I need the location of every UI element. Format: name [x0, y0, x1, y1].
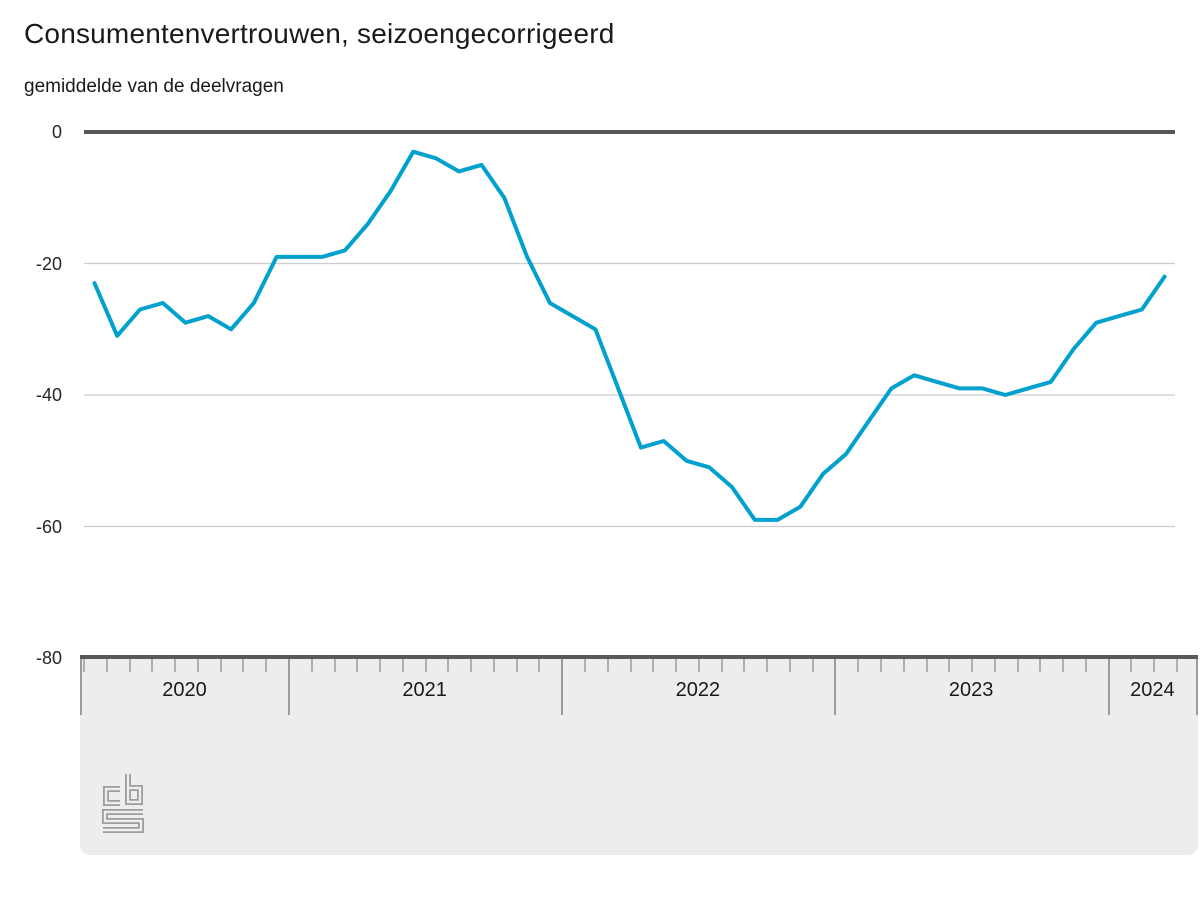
chart-subtitle: gemiddelde van de deelvragen: [24, 76, 284, 97]
y-axis-label: 0: [51, 122, 62, 142]
year-separator-tick: [1107, 659, 1110, 715]
month-tick: [584, 659, 586, 672]
month-tick: [401, 659, 404, 672]
month-tick: [811, 659, 814, 672]
month-tick: [242, 659, 245, 672]
month-tick: [857, 659, 860, 672]
month-tick: [902, 659, 905, 672]
x-axis-year-label: 2020: [162, 679, 207, 701]
month-tick: [447, 659, 450, 672]
x-axis-band: 2020 2021 2022 2023 2024: [80, 655, 1198, 855]
month-tick: [492, 659, 495, 672]
year-separator-tick: [288, 659, 290, 715]
month-tick: [675, 659, 678, 672]
x-axis-year-label: 2021: [402, 679, 447, 701]
cbs-logo: [102, 774, 144, 833]
month-tick: [424, 659, 427, 672]
month-tick: [1039, 659, 1042, 672]
month-tick: [174, 659, 177, 672]
month-tick: [948, 659, 951, 672]
x-axis-year-label: 2024: [1130, 679, 1175, 701]
month-tick: [105, 659, 108, 672]
month-tick: [128, 659, 131, 672]
month-tick: [606, 659, 609, 672]
month-tick: [515, 659, 518, 672]
month-tick: [971, 659, 974, 672]
month-tick: [1062, 659, 1065, 672]
x-axis-year-label: 2022: [675, 679, 721, 701]
axis-edge-tick: [1196, 659, 1198, 715]
month-tick: [310, 659, 313, 672]
month-tick: [470, 659, 473, 672]
month-tick: [356, 659, 359, 672]
month-tick: [788, 659, 791, 672]
month-tick: [629, 659, 632, 672]
month-tick: [1130, 659, 1133, 672]
month-tick: [766, 659, 769, 672]
month-tick: [1016, 659, 1019, 672]
month-tick: [333, 659, 336, 672]
y-axis-label: -60: [35, 516, 62, 537]
year-separator-tick: [561, 659, 564, 715]
month-tick: [151, 659, 154, 672]
month-tick: [265, 659, 268, 672]
month-tick: [1153, 659, 1156, 672]
month-tick: [1176, 659, 1179, 672]
month-tick: [993, 659, 996, 672]
month-tick: [880, 659, 883, 672]
month-tick: [219, 659, 222, 672]
axis-edge-tick: [80, 659, 82, 715]
y-axis-label: -20: [35, 253, 62, 274]
month-tick: [652, 659, 655, 672]
month-tick: [697, 659, 700, 672]
month-tick: [925, 659, 928, 672]
series-line: [92, 149, 1167, 522]
month-tick: [196, 659, 199, 672]
month-tick: [538, 659, 541, 672]
x-axis-year-label: 2023: [948, 679, 994, 701]
chart-title: Consumentenvertrouwen, seizoengecorrigee…: [24, 18, 615, 49]
month-tick: [1084, 659, 1087, 672]
year-separator-tick: [834, 659, 837, 715]
y-axis-label: -40: [35, 385, 62, 405]
month-tick: [83, 659, 86, 672]
month-tick: [743, 659, 746, 672]
gridlines: [84, 262, 1175, 528]
month-tick: [379, 659, 382, 672]
month-tick: [720, 659, 723, 672]
y-axis-label: -80: [35, 648, 62, 668]
